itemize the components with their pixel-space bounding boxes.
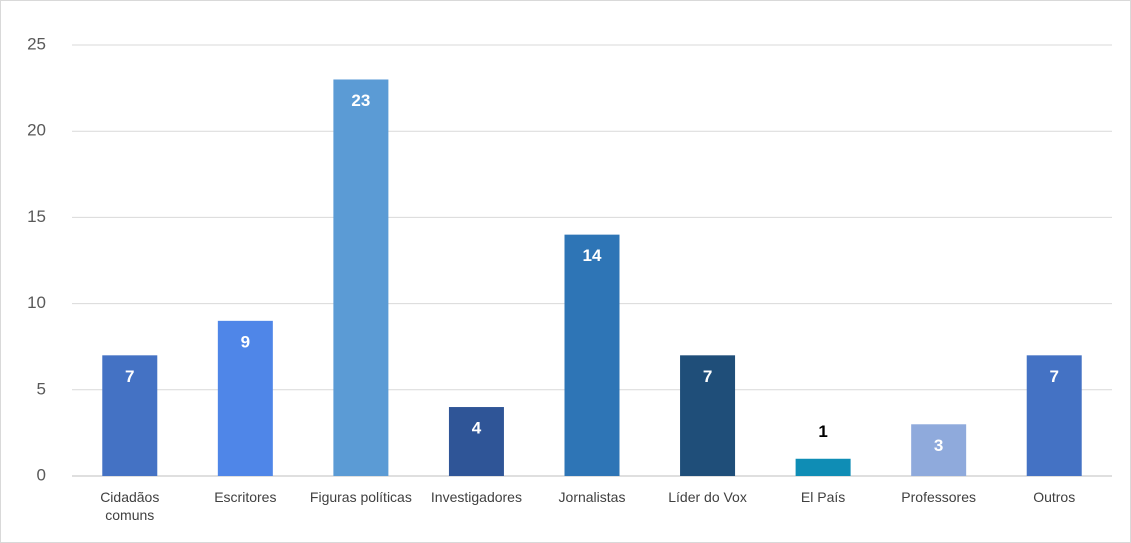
value-label: 7 (703, 367, 712, 386)
x-tick-label: Jornalistas (558, 489, 626, 505)
bar (217, 320, 273, 476)
y-tick-label: 20 (27, 121, 46, 140)
bar (564, 234, 620, 476)
x-tick-label: Investigadores (430, 489, 522, 505)
y-tick-label: 5 (37, 379, 46, 398)
x-tick-label: Escritores (214, 489, 277, 505)
y-tick-label: 10 (27, 293, 46, 312)
bar (795, 458, 851, 476)
value-label: 7 (1049, 367, 1058, 386)
value-label: 3 (934, 436, 943, 455)
value-label: 4 (472, 419, 482, 438)
bar (333, 79, 389, 476)
x-tick-label: Líder do Vox (668, 489, 747, 505)
bar (1026, 355, 1082, 476)
x-tick-label: El País (800, 489, 846, 505)
x-tick-label: Outros (1033, 489, 1076, 505)
x-tick-label: Cidadãos comuns (100, 489, 160, 523)
value-label: 7 (125, 367, 134, 386)
bar (680, 355, 736, 476)
value-label: 9 (241, 332, 250, 351)
y-tick-label: 15 (27, 207, 46, 226)
y-tick-label: 25 (27, 34, 46, 53)
value-label: 14 (583, 246, 602, 265)
bar (448, 407, 504, 476)
bar (911, 424, 967, 476)
value-label: 23 (351, 91, 370, 110)
x-tick-label: Professores (901, 489, 976, 505)
y-tick-label: 0 (37, 465, 46, 484)
value-label: 1 (818, 422, 827, 441)
bar (102, 355, 158, 476)
x-tick-label: Figuras políticas (309, 489, 412, 505)
